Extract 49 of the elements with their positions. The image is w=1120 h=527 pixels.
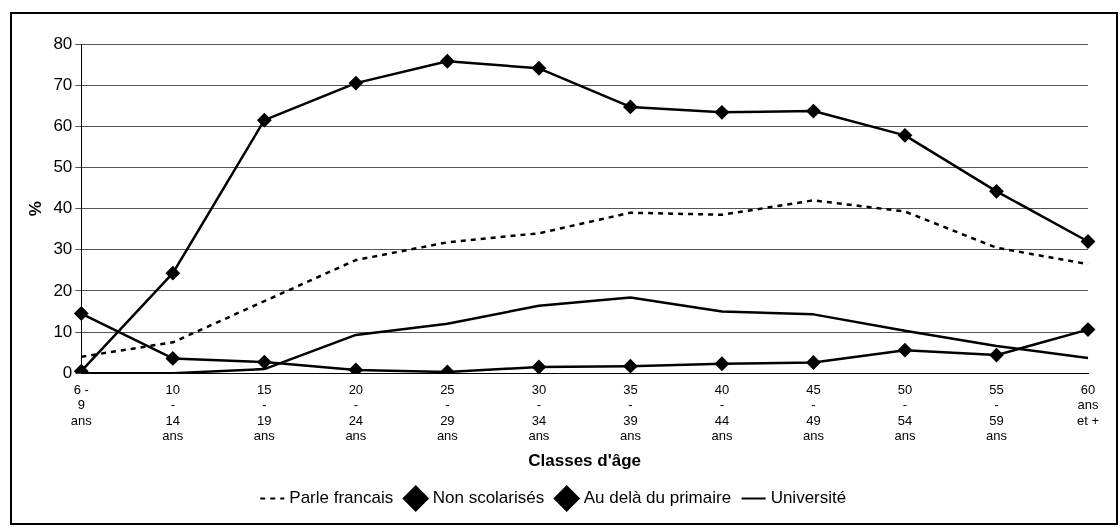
point bbox=[165, 266, 180, 281]
x-tick-label: 30 - 34 ans bbox=[528, 381, 550, 444]
x-tick-label: 35 - 39 ans bbox=[619, 381, 642, 444]
x-tick-label: 10 - 14 ans bbox=[162, 381, 184, 444]
x-tick-label: 40 - 44 ans bbox=[711, 381, 733, 444]
x-tick-label: 50 - 54 ans bbox=[894, 381, 916, 444]
x-tick-label: 55 - 59 ans bbox=[986, 381, 1008, 444]
point bbox=[623, 99, 638, 114]
x-axis-title: Classes d'âge bbox=[528, 451, 642, 471]
point bbox=[714, 356, 729, 371]
point bbox=[897, 128, 912, 143]
y-axis-title: % bbox=[25, 201, 45, 217]
y-tick-label: 80 bbox=[53, 33, 73, 53]
x-tick-label: 60 ans et + bbox=[1076, 381, 1100, 428]
point bbox=[531, 360, 546, 374]
x-tick-label: 15 - 19 ans bbox=[253, 381, 276, 444]
y-tick-label: 60 bbox=[53, 115, 73, 135]
point bbox=[806, 104, 821, 119]
point bbox=[806, 355, 821, 370]
y-tick-label: 40 bbox=[53, 198, 73, 218]
y-tick-label: 20 bbox=[53, 280, 73, 300]
point bbox=[257, 355, 272, 370]
point bbox=[1081, 234, 1095, 249]
x-tick-label: 45 - 49 ans bbox=[802, 381, 825, 444]
x-tick-label: 6 - 9 ans bbox=[70, 381, 93, 428]
point bbox=[165, 351, 180, 366]
legend-label: Non scolarisés bbox=[432, 488, 545, 508]
x-tick-label: 25 - 29 ans bbox=[436, 381, 459, 444]
point bbox=[531, 61, 546, 76]
point bbox=[348, 76, 363, 91]
point bbox=[989, 184, 1004, 199]
point bbox=[714, 105, 729, 120]
x-tick-label: 20 - 24 ans bbox=[345, 381, 367, 444]
y-tick-label: 70 bbox=[53, 74, 73, 94]
point bbox=[623, 359, 638, 374]
point bbox=[440, 54, 455, 69]
legend-label: Université bbox=[770, 488, 847, 508]
point bbox=[897, 343, 912, 358]
y-tick-label: 30 bbox=[53, 239, 73, 259]
y-tick-label: 10 bbox=[53, 321, 73, 341]
legend-label: Parle francais bbox=[289, 488, 394, 508]
point bbox=[989, 348, 1004, 363]
point bbox=[1081, 322, 1095, 337]
y-tick-label: 50 bbox=[53, 157, 73, 177]
y-tick-label: 0 bbox=[62, 362, 73, 382]
point bbox=[348, 362, 363, 374]
point bbox=[74, 306, 89, 321]
legend-label: Au delà du primaire bbox=[583, 488, 732, 508]
point bbox=[257, 113, 272, 128]
